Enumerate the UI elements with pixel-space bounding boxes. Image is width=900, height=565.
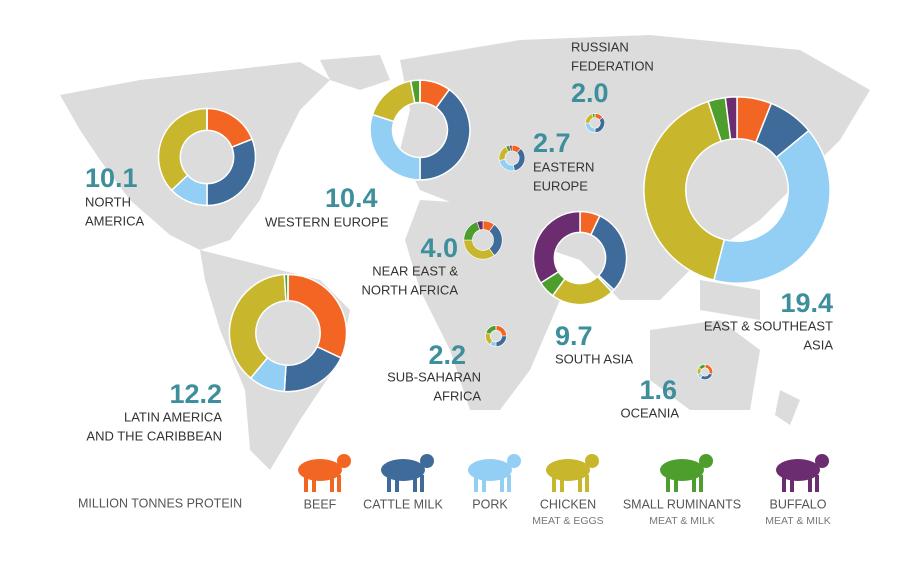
icon-head xyxy=(585,454,599,468)
legend-sublabel: MEAT & MILK xyxy=(649,515,715,527)
legend-icon xyxy=(468,454,521,492)
region-name: NEAR EAST & xyxy=(372,263,458,278)
icon-leg xyxy=(330,475,334,492)
region-name: FEDERATION xyxy=(571,58,654,73)
icon-leg xyxy=(815,475,819,492)
icon-leg xyxy=(674,475,678,492)
legend-label: SMALL RUMINANTS xyxy=(623,497,741,511)
icon-leg xyxy=(500,475,504,492)
icon-head xyxy=(337,454,351,468)
icon-leg xyxy=(387,475,391,492)
unit-label: MILLION TONNES PROTEIN xyxy=(78,496,242,510)
donut-segment xyxy=(712,129,831,284)
icon-head xyxy=(420,454,434,468)
icon-leg xyxy=(420,475,424,492)
region-total: 4.0 xyxy=(420,233,458,263)
icon-leg xyxy=(782,475,786,492)
donut-segment xyxy=(157,107,208,192)
legend-icon xyxy=(546,454,599,492)
donut-segment xyxy=(643,100,726,282)
legend-icon xyxy=(776,454,829,492)
icon-leg xyxy=(507,475,511,492)
region-name: RUSSIAN xyxy=(571,39,629,54)
donut-segment xyxy=(228,273,287,380)
icon-leg xyxy=(413,475,417,492)
region-name: WESTERN EUROPE xyxy=(265,214,389,229)
donut-segment xyxy=(419,88,471,181)
region-name: EUROPE xyxy=(533,178,588,193)
legend-label: BUFFALO xyxy=(770,497,827,511)
region-name: AFRICA xyxy=(433,388,481,403)
legend-label: PORK xyxy=(472,497,508,511)
region-total: 12.2 xyxy=(169,379,222,409)
legend-icon xyxy=(381,454,434,492)
region-name: AMERICA xyxy=(85,213,145,228)
region-total: 9.7 xyxy=(555,321,593,351)
legend-label: BEEF xyxy=(304,497,337,511)
icon-leg xyxy=(395,475,399,492)
donut-segment xyxy=(371,80,416,123)
region-total: 10.1 xyxy=(85,163,138,193)
legend-label: CATTLE MILK xyxy=(363,497,443,511)
region-total: 19.4 xyxy=(780,288,833,318)
icon-leg xyxy=(560,475,564,492)
legend-icon xyxy=(660,454,713,492)
region-total: 1.6 xyxy=(639,375,677,405)
legend: BEEF CATTLE MILK PORK CHICKEN MEAT & EGGS SMA… xyxy=(298,454,831,527)
region-name: EAST & SOUTHEAST xyxy=(704,318,833,333)
icon-head xyxy=(507,454,521,468)
donut-segment xyxy=(476,220,484,231)
icon-leg xyxy=(552,475,556,492)
region-total: 2.2 xyxy=(428,340,466,370)
icon-leg xyxy=(304,475,308,492)
icon-leg xyxy=(790,475,794,492)
donut-segment xyxy=(509,144,513,152)
region-name: SOUTH ASIA xyxy=(555,351,633,366)
legend-sublabel: MEAT & EGGS xyxy=(532,515,603,527)
icon-head xyxy=(815,454,829,468)
region-name: NORTH AFRICA xyxy=(361,282,458,297)
icon-head xyxy=(699,454,713,468)
icon-leg xyxy=(692,475,696,492)
donut-segment xyxy=(287,273,348,359)
donut-segment xyxy=(724,96,738,141)
icon-leg xyxy=(699,475,703,492)
region-total: 2.0 xyxy=(571,78,609,108)
icon-leg xyxy=(808,475,812,492)
legend-label: CHICKEN xyxy=(540,497,596,511)
region-name: SUB-SAHARAN xyxy=(387,369,481,384)
icon-leg xyxy=(666,475,670,492)
icon-leg xyxy=(312,475,316,492)
region-name: AND THE CARIBBEAN xyxy=(86,428,222,443)
region-name: LATIN AMERICA xyxy=(124,409,222,424)
icon-leg xyxy=(578,475,582,492)
region-total: 2.7 xyxy=(533,128,571,158)
legend-icon xyxy=(298,454,351,492)
region-name: ASIA xyxy=(803,337,833,352)
icon-leg xyxy=(482,475,486,492)
legend-sublabel: MEAT & MILK xyxy=(765,515,831,527)
icon-leg xyxy=(585,475,589,492)
region-name: EASTERN xyxy=(533,159,594,174)
icon-leg xyxy=(337,475,341,492)
icon-leg xyxy=(474,475,478,492)
region-total: 10.4 xyxy=(325,183,378,213)
donut-segment xyxy=(532,210,581,284)
region-name: OCEANIA xyxy=(620,405,679,420)
region-name: NORTH xyxy=(85,194,131,209)
